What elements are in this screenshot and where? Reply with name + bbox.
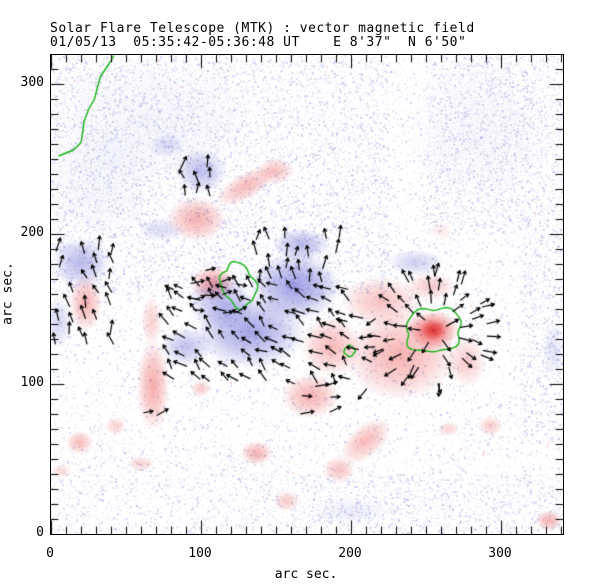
y-axis-label: arc sec. xyxy=(0,262,16,325)
x-tick-label-0: 0 xyxy=(46,546,54,561)
plot-subtitle: 01/05/13 05:35:42-05:36:48 UT E 8'37" N … xyxy=(50,35,467,50)
y-tick-label-200: 200 xyxy=(20,225,44,240)
plot-title: Solar Flare Telescope (MTK) : vector mag… xyxy=(50,21,475,36)
plot-frame xyxy=(50,54,564,535)
x-tick-label-100: 100 xyxy=(188,546,212,561)
y-tick-label-100: 100 xyxy=(20,375,44,390)
magnetogram-canvas xyxy=(51,55,563,534)
y-tick-label-300: 300 xyxy=(20,75,44,90)
x-tick-label-200: 200 xyxy=(338,546,362,561)
y-tick-label-0: 0 xyxy=(36,525,44,540)
x-tick-label-300: 300 xyxy=(488,546,512,561)
x-axis-label: arc sec. xyxy=(274,567,338,582)
